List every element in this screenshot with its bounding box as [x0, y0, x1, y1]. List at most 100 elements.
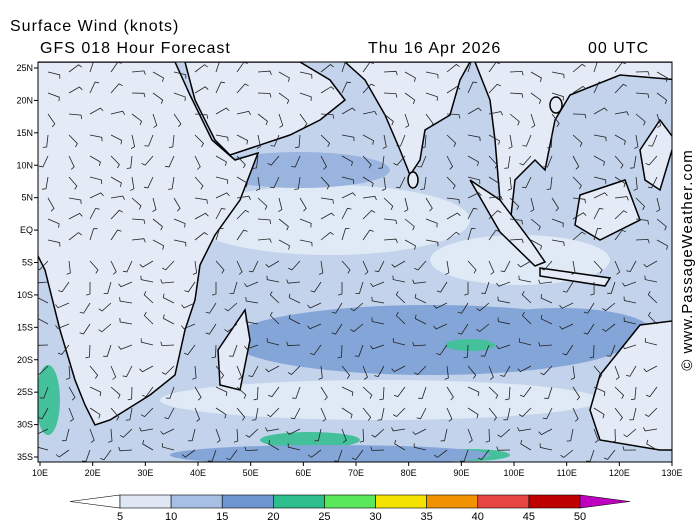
lon-label: 90E	[453, 468, 469, 478]
wind-barb	[144, 134, 154, 147]
wind-barb	[593, 107, 608, 115]
wind-barb	[131, 197, 142, 210]
wind-barb	[614, 176, 626, 188]
wind-barb	[278, 71, 290, 82]
wind-barb	[413, 443, 427, 451]
wind-barb	[215, 428, 221, 443]
wind-barb	[503, 407, 511, 421]
wind-barb	[89, 407, 101, 419]
wind-barb	[130, 134, 136, 149]
wind-barb	[393, 155, 406, 166]
colorbar-swatch	[477, 494, 530, 509]
wind-barb	[173, 92, 186, 102]
wind-barb	[412, 341, 427, 347]
lat-label: 20S	[17, 355, 33, 365]
wind-barb	[481, 281, 490, 294]
wind-barb	[152, 113, 158, 128]
wind-barb	[110, 209, 123, 220]
wind-barb	[288, 314, 301, 325]
wind-barb	[383, 218, 397, 225]
wind-barb	[509, 92, 524, 98]
wind-barb	[255, 176, 261, 191]
wind-barb	[89, 81, 100, 94]
wind-barb	[643, 427, 658, 432]
wind-barb	[278, 92, 290, 104]
wind-barb	[286, 279, 301, 284]
wind-barb	[467, 386, 480, 397]
wind-barb	[362, 229, 374, 241]
wind-barb	[42, 134, 49, 148]
wind-barb	[507, 176, 512, 191]
wind-barb	[215, 407, 227, 419]
wind-barb	[152, 197, 157, 212]
wind-barb	[518, 338, 532, 346]
wind-barb	[331, 323, 343, 335]
wind-barb	[404, 239, 416, 250]
wind-barb	[188, 428, 196, 442]
wind-barb	[131, 113, 143, 126]
wind-barb	[614, 407, 623, 421]
wind-barb	[648, 311, 658, 325]
wind-barb	[110, 386, 121, 399]
wind-barb	[571, 260, 576, 275]
wind-barbs	[38, 62, 668, 462]
wind-barb	[299, 239, 313, 247]
wind-barb	[58, 281, 70, 293]
wind-barb	[139, 365, 154, 373]
wind-barb	[656, 197, 661, 213]
wind-barb	[418, 386, 427, 399]
landmasses	[38, 62, 672, 451]
colorbar-swatch	[170, 494, 223, 509]
map	[38, 62, 672, 462]
wind-barb	[570, 365, 576, 380]
lon-label: 80E	[401, 468, 417, 478]
wind-barb	[265, 365, 280, 373]
colorbar-swatch	[324, 494, 376, 509]
wind-barb	[266, 407, 280, 418]
wind-barb	[341, 428, 347, 443]
wind-barb	[391, 365, 406, 373]
wind-barb	[497, 317, 511, 325]
wind-barb	[414, 314, 427, 325]
wind-barb	[635, 197, 645, 211]
wind-barb	[341, 176, 355, 184]
wind-barb	[446, 155, 454, 170]
wind-barb	[224, 302, 238, 312]
wind-barb	[509, 197, 520, 210]
wind-barb	[236, 110, 251, 115]
wind-barb	[320, 63, 334, 73]
wind-barb	[500, 260, 511, 273]
wind-barb	[647, 176, 658, 189]
wind-barb	[47, 197, 55, 212]
wind-barb	[194, 176, 204, 190]
wind-barb	[371, 296, 385, 304]
wind-barb	[194, 212, 209, 220]
wind-barb	[446, 134, 457, 147]
wind-barb	[81, 449, 91, 462]
wind-barb	[236, 407, 246, 421]
wind-barb	[370, 446, 385, 451]
wind-barb	[551, 71, 565, 79]
wind-barb	[318, 365, 323, 380]
wind-barb	[572, 176, 582, 190]
wind-barb	[244, 344, 259, 350]
wind-barb	[245, 428, 259, 438]
wind-barb	[395, 291, 406, 304]
wind-barb	[559, 323, 574, 330]
wind-barb	[100, 449, 112, 461]
wind-barb	[207, 449, 217, 462]
wind-barb	[546, 176, 553, 190]
lon-label: 60E	[295, 468, 311, 478]
wind-barb	[412, 428, 427, 435]
wind-barb	[257, 92, 272, 98]
wind-barb	[229, 281, 238, 294]
wind-barb	[248, 260, 259, 273]
wind-barb	[414, 365, 427, 376]
wind-barb	[648, 134, 658, 147]
wind-barb	[508, 134, 513, 149]
wind-barb	[68, 197, 82, 205]
wind-barb	[152, 71, 164, 82]
wind-barb	[165, 386, 175, 399]
wind-barb	[540, 260, 553, 271]
wind-barb	[89, 155, 101, 166]
